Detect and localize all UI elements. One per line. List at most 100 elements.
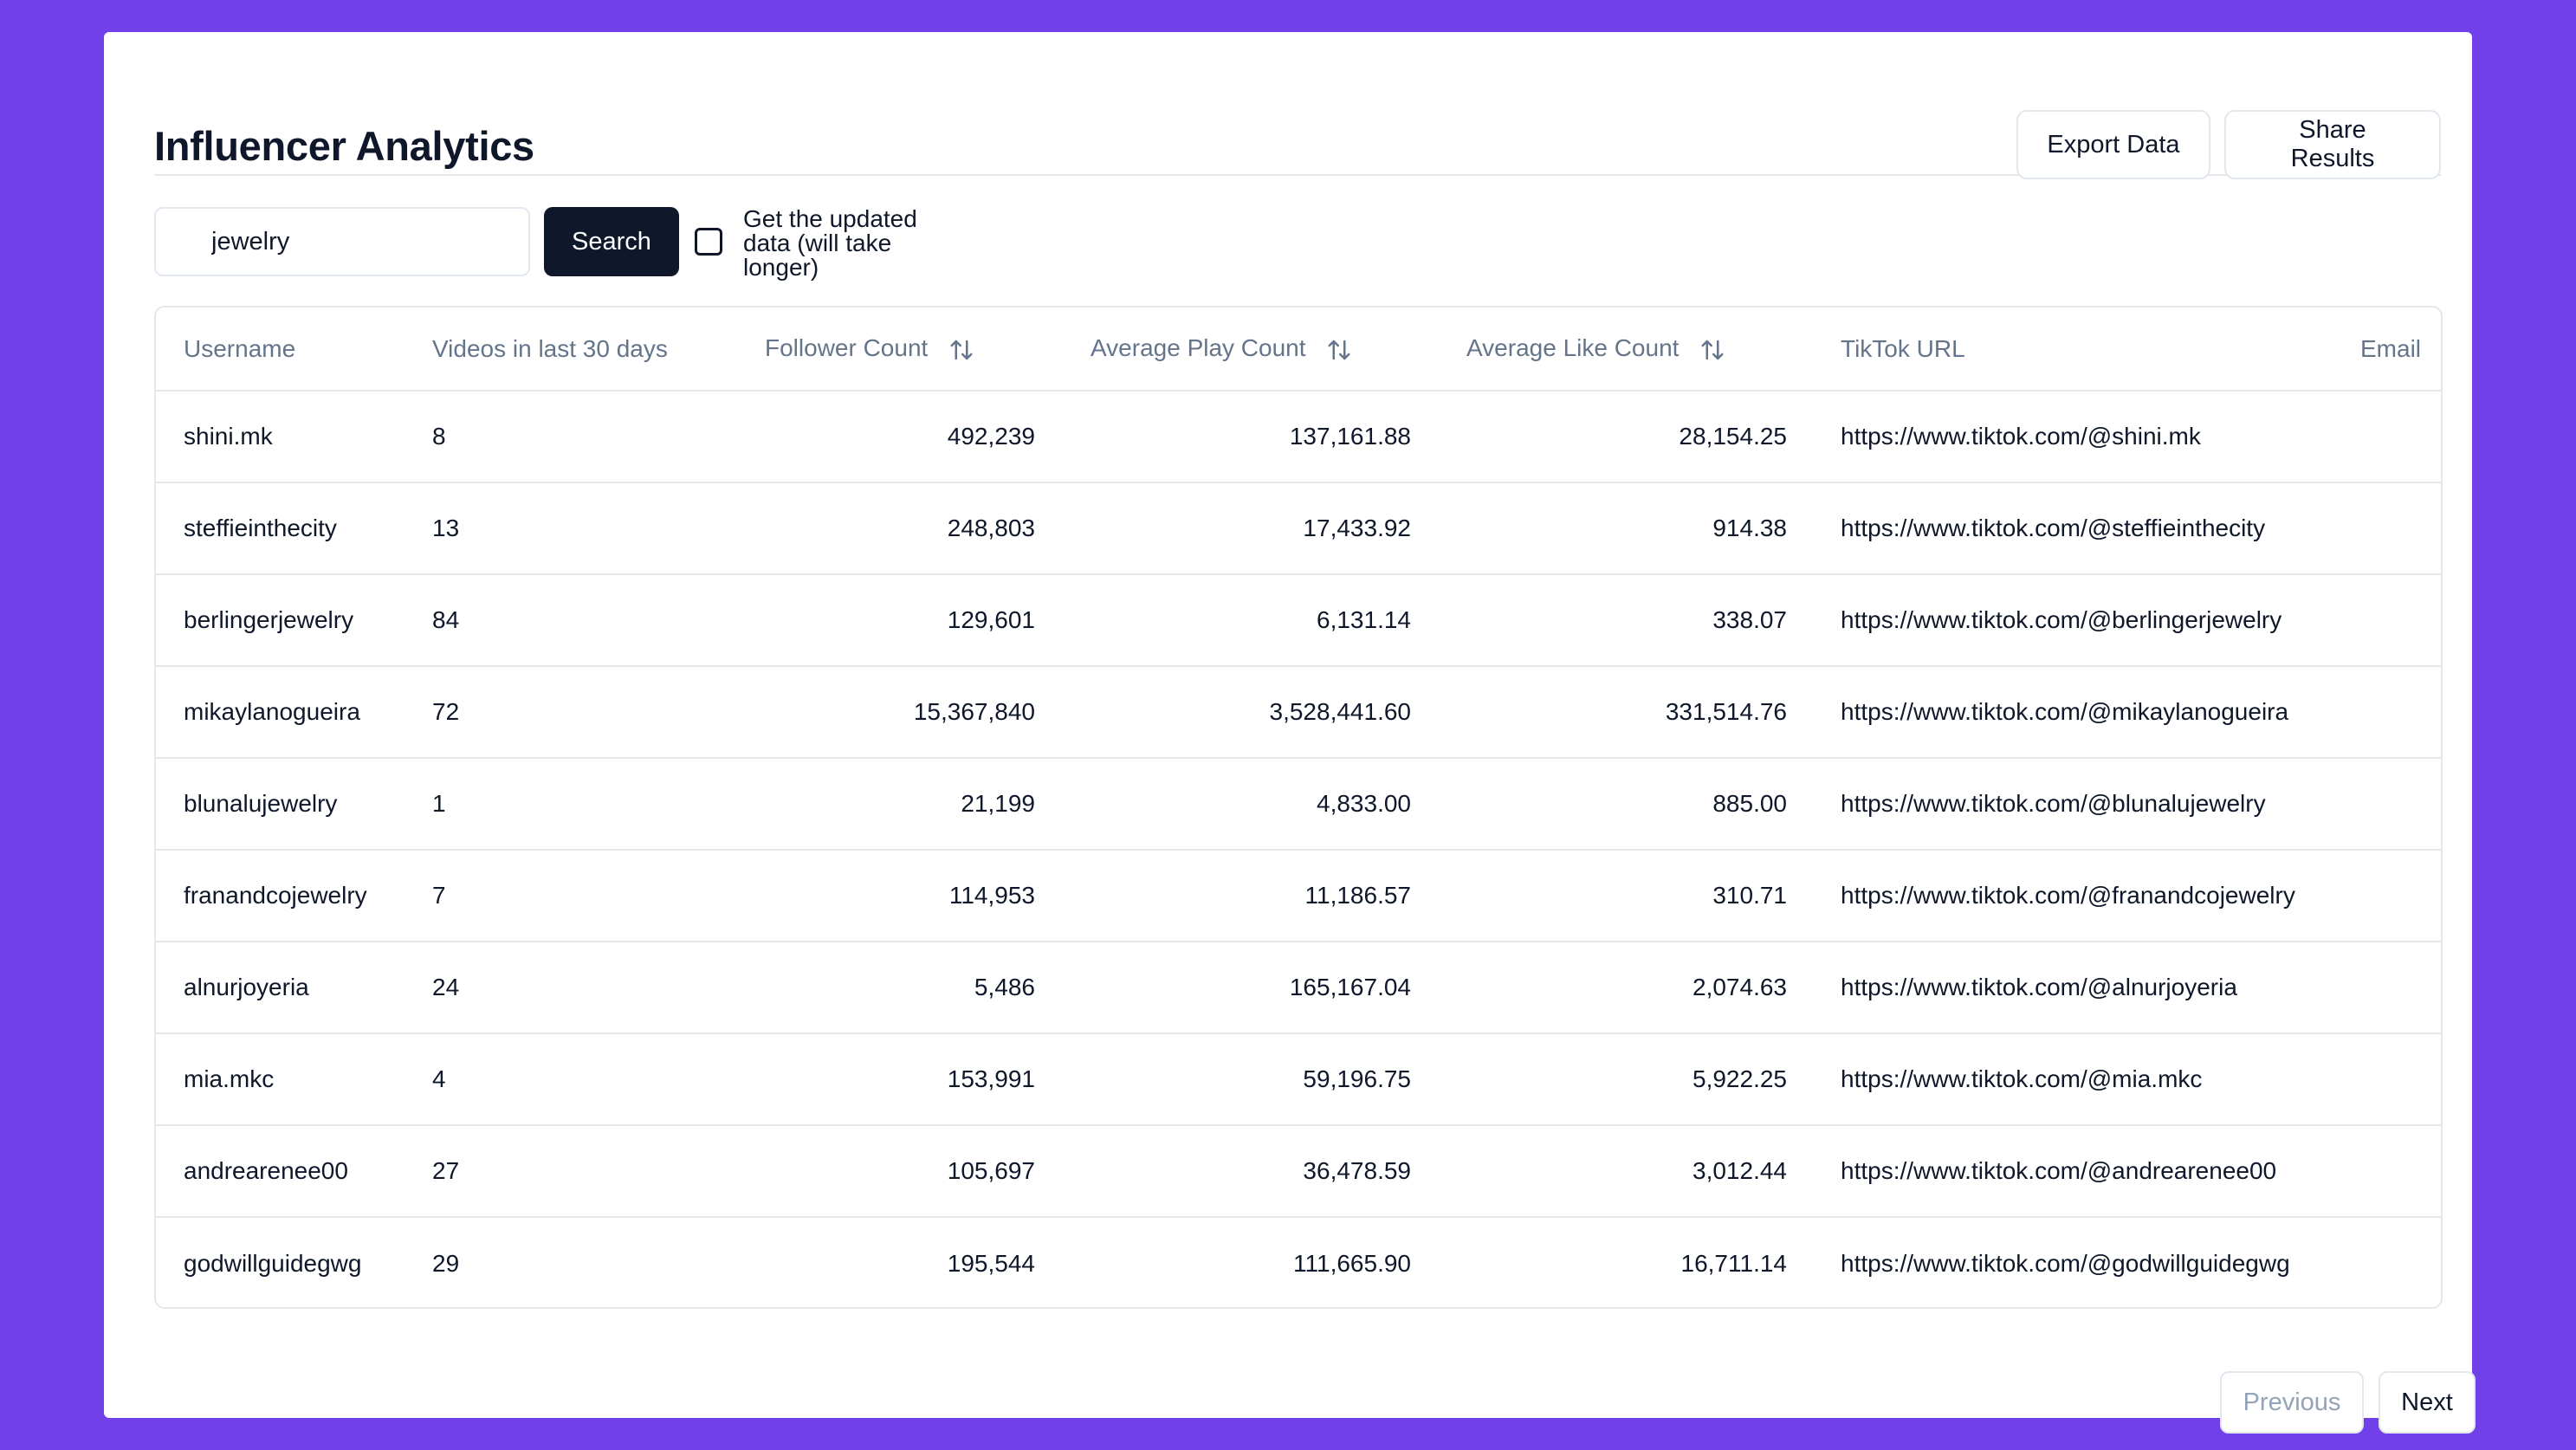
email-cell xyxy=(2333,850,2441,942)
column-header-followers[interactable]: Follower Count xyxy=(737,307,1063,391)
username-cell: berlingerjewelry xyxy=(184,606,354,633)
tiktok-url-cell: https://www.tiktok.com/@franandcojewelry xyxy=(1841,882,2295,909)
table-body: shini.mk 8 492,239 137,161.88 28,154.25 https… xyxy=(156,391,2441,1307)
username-cell: godwillguidegwg xyxy=(184,1249,362,1277)
videos-cell: 84 xyxy=(432,606,460,633)
follower-count-cell: 114,953 xyxy=(948,882,1035,909)
avg-like-count-cell: 2,074.63 xyxy=(1693,974,1787,1000)
email-cell xyxy=(2333,758,2441,850)
search-input[interactable] xyxy=(154,207,530,276)
videos-cell: 72 xyxy=(432,698,460,725)
avg-play-count-cell: 3,528,441.60 xyxy=(1269,698,1412,725)
update-label-line: Get the updated xyxy=(743,205,917,232)
column-header-url: TikTok URL xyxy=(1841,334,1965,362)
email-cell xyxy=(2333,666,2441,758)
follower-count-cell: 195,544 xyxy=(947,1249,1035,1277)
username-cell: mia.mkc xyxy=(184,1065,275,1092)
username-cell: blunalujewelry xyxy=(184,790,338,817)
tiktok-url-cell: https://www.tiktok.com/@mia.mkc xyxy=(1841,1065,2203,1092)
table-row: berlingerjewelry 84 129,601 6,131.14 338.07 h… xyxy=(156,574,2441,666)
table-row: blunalujewelry 1 21,199 4,833.00 885.00 https… xyxy=(156,758,2441,850)
follower-count-cell: 129,601 xyxy=(947,606,1035,633)
avg-play-count-cell: 17,433.92 xyxy=(1303,515,1411,541)
username-cell: mikaylanogueira xyxy=(184,698,360,725)
username-cell: franandcojewelry xyxy=(184,882,367,909)
follower-count-cell: 492,239 xyxy=(947,423,1035,450)
avg-like-count-cell: 3,012.44 xyxy=(1693,1157,1787,1184)
email-cell xyxy=(2333,391,2441,482)
avg-like-count-cell: 885.00 xyxy=(1712,790,1787,817)
update-data-checkbox[interactable] xyxy=(695,228,722,256)
column-header-email: Email xyxy=(2360,334,2422,362)
avg-like-count-cell: 310.71 xyxy=(1712,882,1787,909)
videos-cell: 7 xyxy=(432,882,446,909)
username-cell: andrearenee00 xyxy=(184,1157,348,1184)
analytics-card: Influencer Analytics Export Data Share R… xyxy=(104,32,2476,1434)
tiktok-url-cell: https://www.tiktok.com/@berlingerjewelry xyxy=(1841,606,2282,633)
username-cell: alnurjoyeria xyxy=(184,974,309,1000)
avg-like-count-cell: 331,514.76 xyxy=(1665,698,1787,725)
table-row: alnurjoyeria 24 5,486 165,167.04 2,074.63 htt… xyxy=(156,942,2441,1033)
follower-count-cell: 153,991 xyxy=(947,1065,1035,1092)
export-data-button[interactable]: Export Data xyxy=(2016,110,2210,179)
avg-play-count-cell: 165,167.04 xyxy=(1289,974,1411,1000)
videos-cell: 8 xyxy=(432,423,446,450)
username-cell: steffieinthecity xyxy=(184,515,337,541)
column-header-avg-like[interactable]: Average Like Count xyxy=(1439,307,1813,391)
follower-count-cell: 5,486 xyxy=(974,974,1035,1000)
sort-arrows-icon[interactable] xyxy=(1699,337,1725,363)
tiktok-url-cell: https://www.tiktok.com/@steffieinthecity xyxy=(1841,515,2266,541)
follower-count-cell: 105,697 xyxy=(947,1157,1035,1184)
avg-play-count-cell: 59,196.75 xyxy=(1303,1065,1411,1092)
videos-cell: 4 xyxy=(432,1065,446,1092)
email-cell xyxy=(2333,482,2441,574)
email-cell xyxy=(2333,574,2441,666)
next-page-button[interactable]: Next xyxy=(2379,1371,2476,1434)
table-row: mia.mkc 4 153,991 59,196.75 5,922.25 https://… xyxy=(156,1033,2441,1125)
column-header-avg-play[interactable]: Average Play Count xyxy=(1063,307,1439,391)
avg-like-count-cell: 16,711.14 xyxy=(1680,1249,1788,1277)
videos-cell: 29 xyxy=(432,1249,460,1277)
avg-play-count-cell: 11,186.57 xyxy=(1304,882,1412,909)
previous-page-button[interactable]: Previous xyxy=(2220,1371,2364,1434)
videos-cell: 1 xyxy=(432,790,446,817)
table-header-row: Username Videos in last 30 days Follower… xyxy=(156,307,2441,391)
email-cell xyxy=(2333,942,2441,1033)
share-results-button[interactable]: Share Results xyxy=(2224,110,2441,179)
column-header-videos: Videos in last 30 days xyxy=(432,334,668,362)
avg-like-count-cell: 914.38 xyxy=(1712,515,1787,541)
table-row: shini.mk 8 492,239 137,161.88 28,154.25 https… xyxy=(156,391,2441,482)
tiktok-url-cell: https://www.tiktok.com/@blunalujewelry xyxy=(1841,790,2266,817)
influencer-table: Username Videos in last 30 days Follower… xyxy=(154,306,2443,1309)
search-button[interactable]: Search xyxy=(544,207,679,276)
sort-arrows-icon[interactable] xyxy=(1326,337,1352,363)
videos-cell: 24 xyxy=(432,974,460,1000)
tiktok-url-cell: https://www.tiktok.com/@alnurjoyeria xyxy=(1841,974,2237,1000)
table-row: mikaylanogueira 72 15,367,840 3,528,441.60 3… xyxy=(156,666,2441,758)
update-label-line: data (will take xyxy=(743,230,892,256)
videos-cell: 13 xyxy=(432,515,460,541)
tiktok-url-cell: https://www.tiktok.com/@andrearenee00 xyxy=(1841,1157,2277,1184)
videos-cell: 27 xyxy=(432,1157,460,1184)
username-cell: shini.mk xyxy=(184,423,273,450)
follower-count-cell: 21,199 xyxy=(961,790,1035,817)
avg-play-count-cell: 36,478.59 xyxy=(1303,1157,1411,1184)
email-cell xyxy=(2333,1033,2441,1125)
update-label-line: longer) xyxy=(743,254,819,281)
table-row: steffieinthecity 13 248,803 17,433.92 914.38… xyxy=(156,482,2441,574)
table-row: godwillguidegwg 29 195,544 111,665.90 16,711… xyxy=(156,1217,2441,1307)
table-row: andrearenee00 27 105,697 36,478.59 3,012.44 h… xyxy=(156,1125,2441,1217)
tiktok-url-cell: https://www.tiktok.com/@mikaylanogueira xyxy=(1841,698,2289,725)
avg-like-count-cell: 5,922.25 xyxy=(1693,1065,1787,1092)
avg-play-count-cell: 111,665.90 xyxy=(1293,1249,1411,1277)
avg-play-count-cell: 4,833.00 xyxy=(1317,790,1411,817)
avg-like-count-cell: 338.07 xyxy=(1712,606,1787,633)
avg-play-count-cell: 137,161.88 xyxy=(1289,423,1411,450)
tiktok-url-cell: https://www.tiktok.com/@shini.mk xyxy=(1841,423,2201,450)
page-title: Influencer Analytics xyxy=(154,123,534,169)
table-row: franandcojewelry 7 114,953 11,186.57 310.71 h… xyxy=(156,850,2441,942)
avg-play-count-cell: 6,131.14 xyxy=(1317,606,1411,633)
header: Influencer Analytics Export Data Share R… xyxy=(154,79,2441,179)
column-header-username: Username xyxy=(184,334,296,362)
sort-arrows-icon[interactable] xyxy=(948,337,974,363)
